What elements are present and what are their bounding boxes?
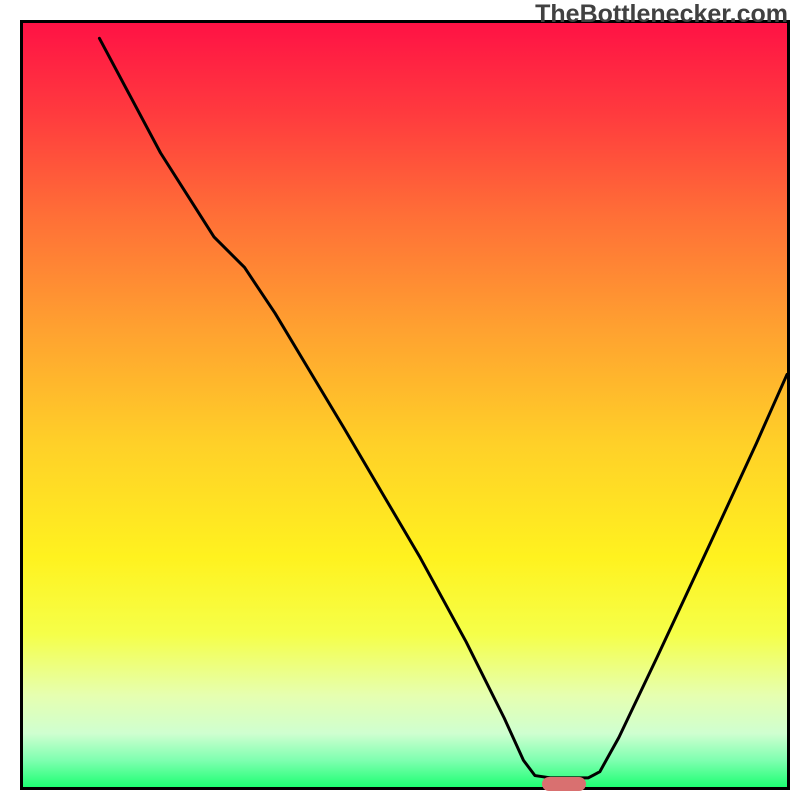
optimal-marker [542,777,586,791]
bottleneck-curve [99,38,787,778]
plot-area [20,20,790,790]
curve-layer [23,23,787,787]
chart-container: TheBottlenecker.com [0,0,800,800]
watermark-text: TheBottlenecker.com [535,0,788,29]
